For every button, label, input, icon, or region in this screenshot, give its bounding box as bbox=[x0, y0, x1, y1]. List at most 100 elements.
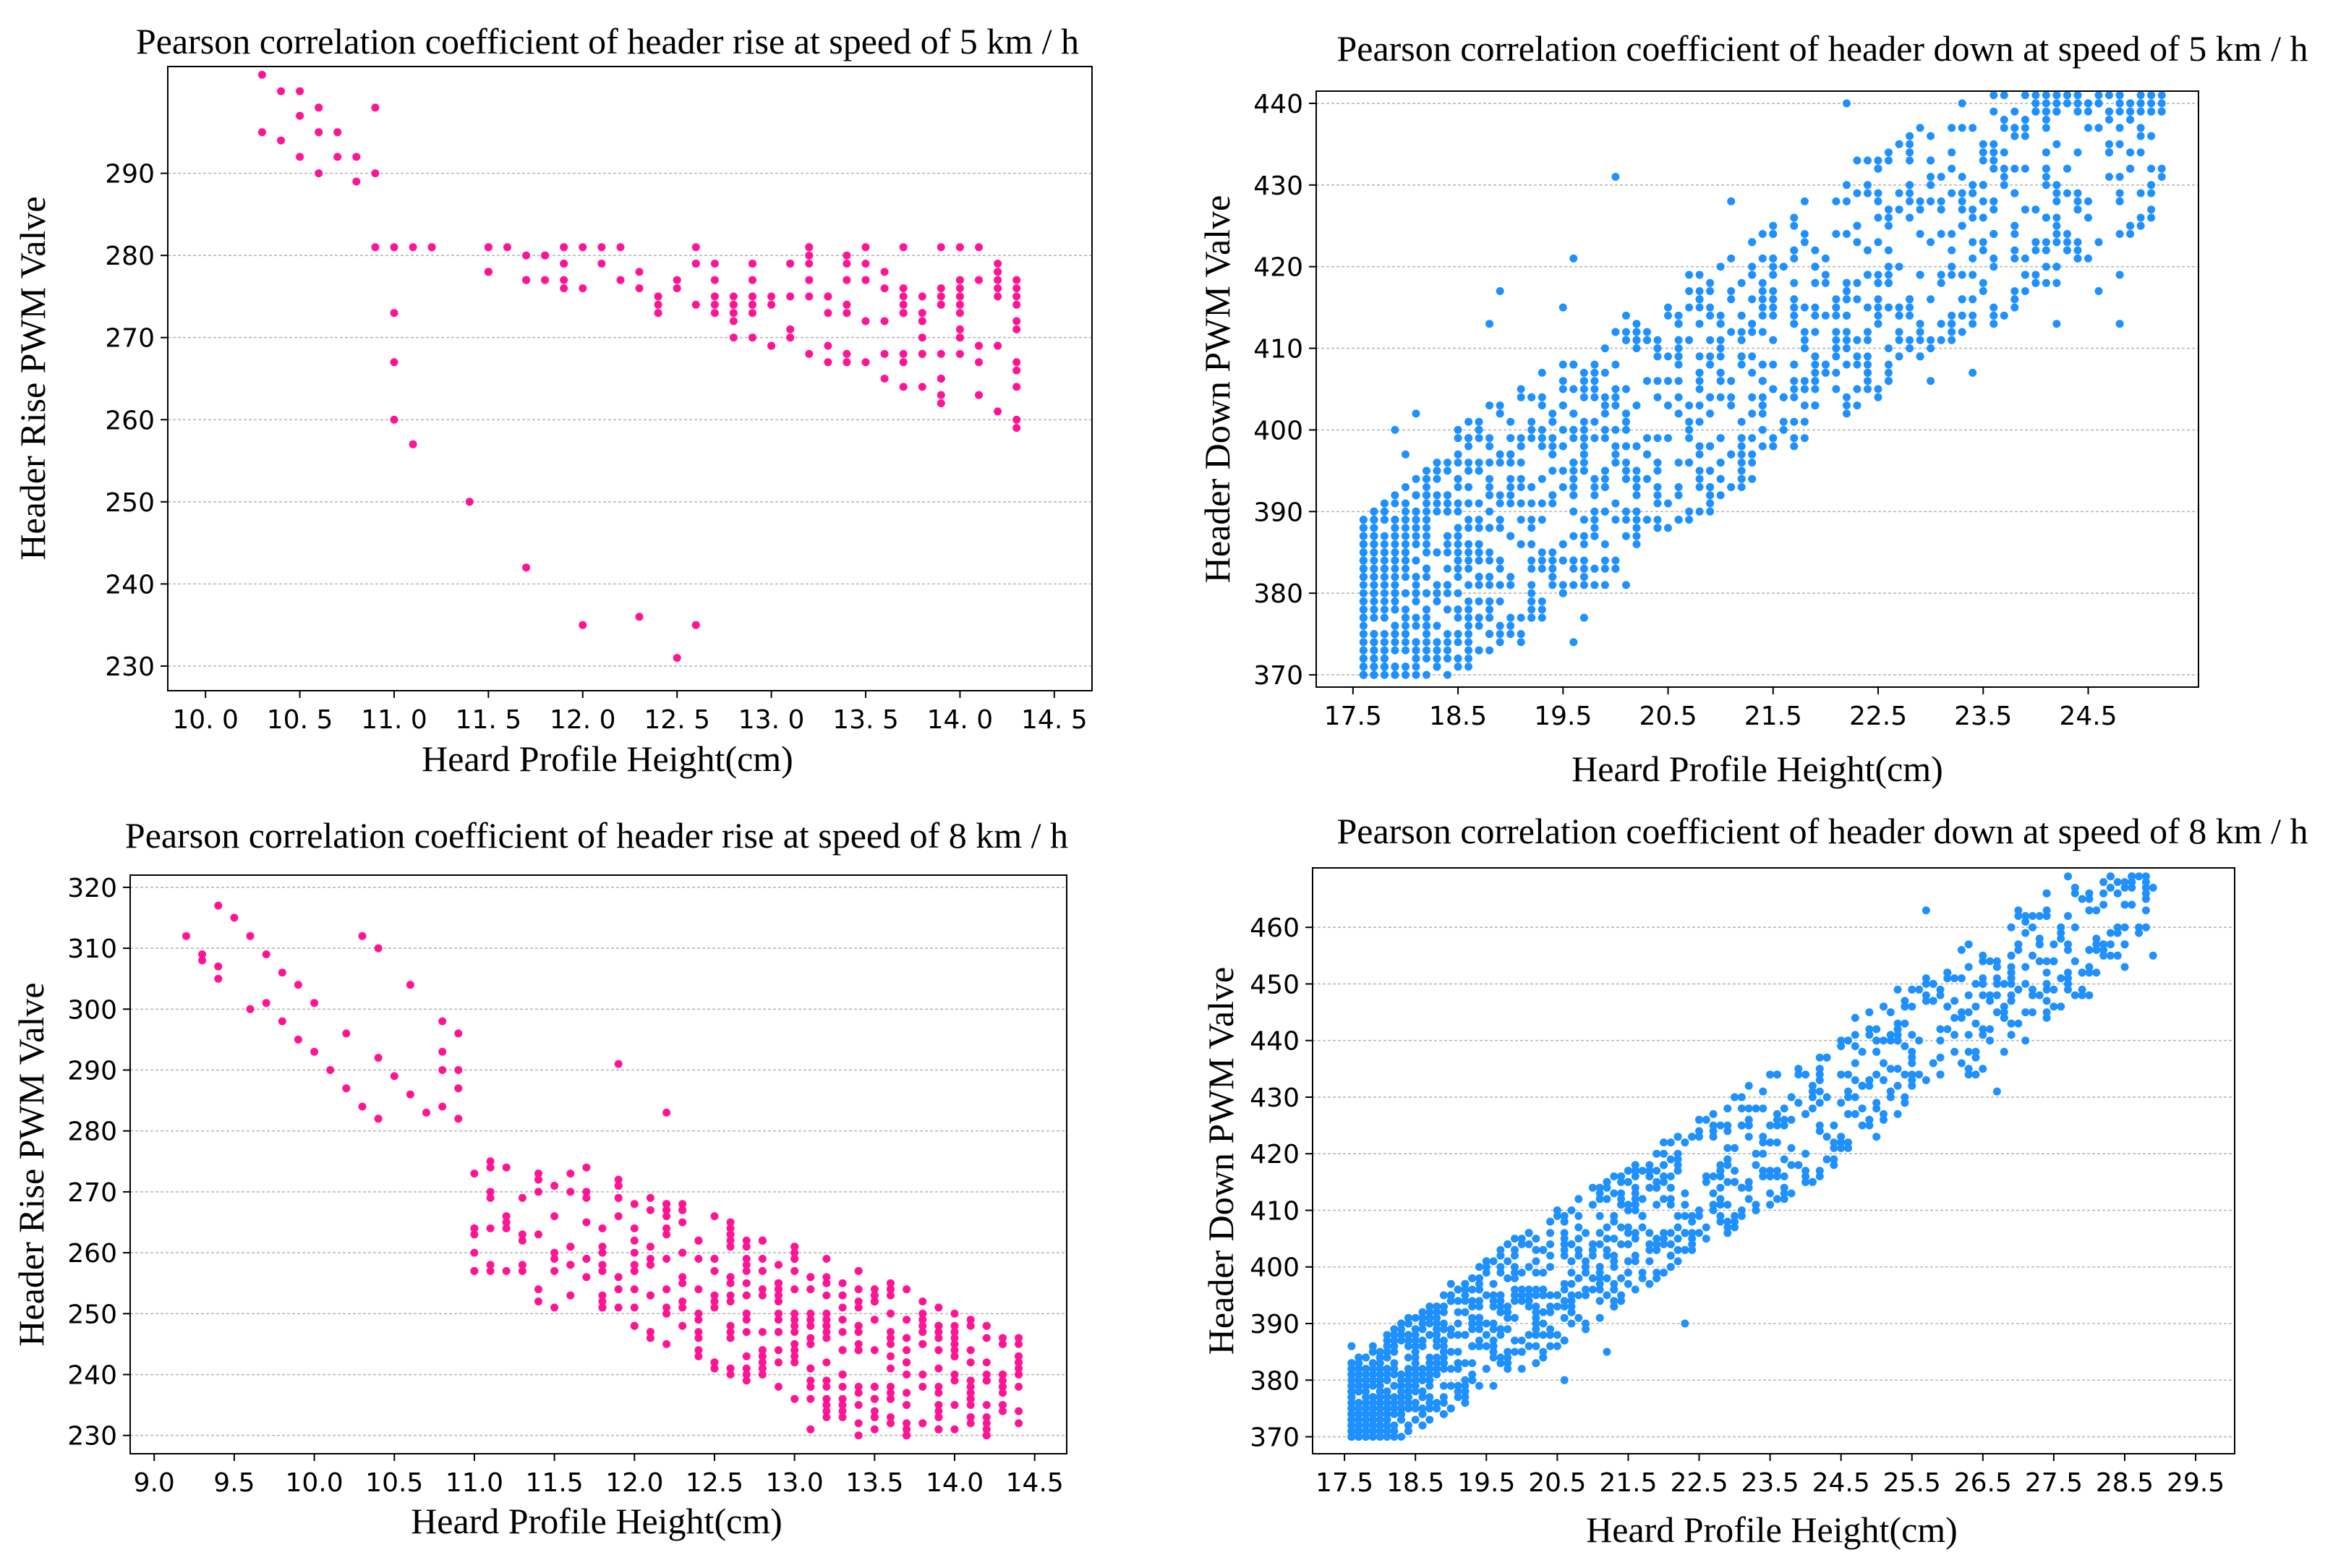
scatter-point bbox=[1779, 425, 1788, 434]
scatter-point bbox=[1553, 1206, 1561, 1214]
scatter-point bbox=[2157, 164, 2166, 173]
scatter-point bbox=[1969, 124, 1977, 132]
scatter-point bbox=[1558, 556, 1567, 565]
scatter-point bbox=[2126, 221, 2135, 230]
scatter-point bbox=[1901, 1019, 1909, 1028]
scatter-point bbox=[1496, 1353, 1505, 1362]
scatter-point bbox=[1496, 524, 1504, 532]
scatter-point bbox=[1979, 238, 1987, 247]
scatter-point bbox=[1569, 434, 1578, 443]
scatter-point bbox=[790, 1321, 799, 1330]
scatter-point bbox=[1957, 1013, 1966, 1022]
scatter-point bbox=[1610, 1303, 1618, 1311]
scatter-point bbox=[1397, 1415, 1406, 1424]
scatter-point bbox=[1546, 1240, 1555, 1248]
scatter-point bbox=[1517, 1347, 1526, 1356]
scatter-point bbox=[673, 654, 681, 662]
scatter-point bbox=[1874, 197, 1882, 205]
scatter-point bbox=[1548, 466, 1557, 475]
scatter-point bbox=[1537, 368, 1546, 377]
scatter-point bbox=[1454, 499, 1462, 508]
scatter-point bbox=[1517, 1269, 1526, 1277]
scatter-point bbox=[1567, 1206, 1576, 1214]
scatter-point bbox=[1461, 1359, 1470, 1368]
scatter-point bbox=[1744, 1177, 1753, 1186]
scatter-point bbox=[1748, 263, 1757, 271]
scatter-point bbox=[1769, 442, 1778, 451]
scatter-point bbox=[2147, 107, 2156, 116]
scatter-point bbox=[1971, 1053, 1980, 1062]
scatter-point bbox=[1674, 320, 1683, 328]
scatter-point bbox=[1485, 459, 1494, 467]
scatter-point bbox=[982, 1413, 991, 1421]
scatter-point bbox=[2099, 940, 2108, 949]
scatter-point bbox=[838, 1291, 847, 1300]
scatter-point bbox=[1423, 630, 1430, 639]
scatter-point bbox=[966, 1346, 975, 1355]
scatter-point bbox=[1964, 1065, 1973, 1073]
scatter-point bbox=[1744, 1081, 1753, 1090]
scatter-point bbox=[1380, 540, 1389, 548]
scatter-point bbox=[1454, 459, 1462, 467]
scatter-point bbox=[2099, 900, 2108, 909]
scatter-point bbox=[899, 383, 908, 391]
scatter-point bbox=[374, 1115, 383, 1123]
scatter-point bbox=[1397, 1381, 1406, 1390]
scatter-point bbox=[1511, 1245, 1519, 1254]
scatter-point bbox=[1402, 605, 1409, 614]
scatter-point bbox=[1397, 1319, 1406, 1328]
scatter-point bbox=[999, 1401, 1007, 1410]
scatter-point bbox=[1801, 1149, 1810, 1158]
scatter-point bbox=[1496, 1263, 1505, 1271]
scatter-point bbox=[1837, 1099, 1846, 1107]
scatter-point bbox=[1611, 450, 1620, 459]
scatter-point bbox=[1971, 979, 1980, 988]
scatter-point bbox=[710, 1358, 719, 1367]
scatter-point bbox=[390, 1072, 398, 1081]
scatter-point bbox=[1610, 1285, 1618, 1294]
scatter-point bbox=[1411, 1342, 1420, 1350]
scatter-point bbox=[1402, 524, 1409, 532]
scatter-point bbox=[1446, 1331, 1455, 1339]
scatter-point bbox=[999, 1371, 1007, 1379]
scatter-point bbox=[1590, 532, 1599, 540]
scatter-point bbox=[1916, 270, 1924, 279]
scatter-point bbox=[1376, 1359, 1384, 1368]
scatter-point bbox=[1666, 1201, 1675, 1209]
scatter-point bbox=[1443, 581, 1451, 589]
scatter-point bbox=[790, 1394, 799, 1403]
scatter-point bbox=[1560, 1211, 1569, 1220]
scatter-point bbox=[1380, 605, 1389, 614]
scatter-point bbox=[1936, 991, 1945, 1000]
scatter-point bbox=[1927, 173, 1935, 181]
y-tick-label: 240 bbox=[105, 570, 155, 600]
scatter-point bbox=[614, 1285, 623, 1294]
scatter-point bbox=[1811, 377, 1820, 385]
scatter-point bbox=[352, 177, 361, 186]
scatter-point bbox=[1716, 1172, 1725, 1180]
scatter-point bbox=[1706, 352, 1715, 361]
scatter-point bbox=[2157, 173, 2166, 181]
scatter-point bbox=[1418, 1337, 1427, 1345]
scatter-point bbox=[534, 1298, 542, 1305]
scatter-point bbox=[1815, 1065, 1824, 1073]
scatter-point bbox=[1412, 589, 1420, 597]
scatter-point bbox=[1412, 540, 1420, 548]
scatter-point bbox=[598, 1291, 607, 1300]
scatter-point bbox=[1853, 221, 1861, 230]
scatter-point bbox=[1439, 1319, 1448, 1328]
scatter-point bbox=[1811, 278, 1820, 287]
scatter-point bbox=[662, 1309, 671, 1318]
scatter-point bbox=[1397, 1404, 1406, 1413]
scatter-point bbox=[1673, 1161, 1682, 1169]
scatter-point bbox=[1475, 646, 1483, 655]
y-tick-label: 390 bbox=[1250, 1310, 1300, 1339]
scatter-point bbox=[726, 1230, 735, 1239]
scatter-point bbox=[1443, 670, 1451, 679]
scatter-point bbox=[1532, 1342, 1540, 1350]
scatter-point bbox=[1446, 1291, 1455, 1300]
scatter-point bbox=[1958, 189, 1966, 197]
scatter-point bbox=[1832, 385, 1841, 393]
scatter-point bbox=[1015, 1339, 1023, 1348]
scatter-point bbox=[1666, 1263, 1675, 1271]
